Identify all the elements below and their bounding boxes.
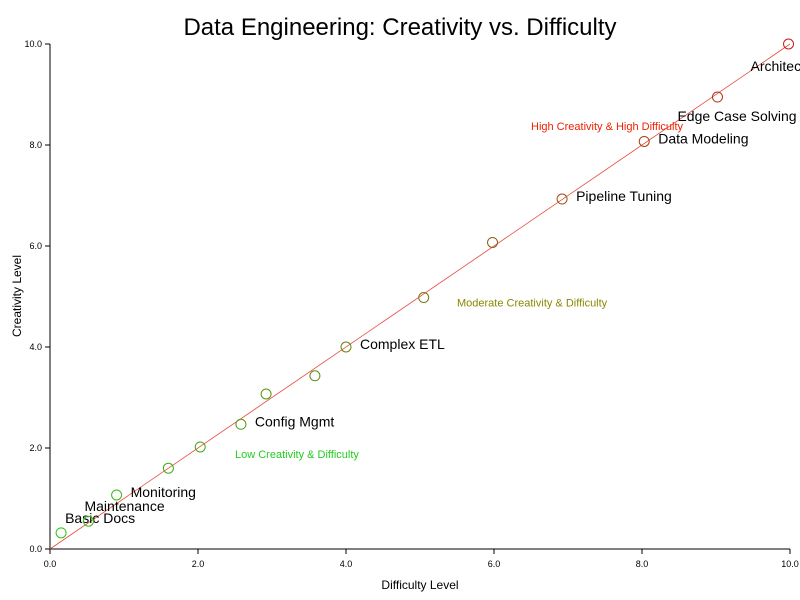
data-point xyxy=(162,462,174,474)
data-point xyxy=(638,135,650,147)
y-tick-label: 0.0 xyxy=(29,544,42,554)
y-axis-label: Creativity Level xyxy=(10,255,24,337)
x-tick-label: 4.0 xyxy=(340,559,353,569)
x-axis-label: Difficulty Level xyxy=(381,578,458,592)
point-label: Complex ETL xyxy=(360,336,445,352)
y-tick-label: 2.0 xyxy=(29,443,42,453)
data-point xyxy=(418,292,430,304)
data-point xyxy=(55,527,67,539)
point-label: Data Modeling xyxy=(658,130,748,146)
point-label: Monitoring xyxy=(131,484,196,500)
data-point xyxy=(487,236,499,248)
y-tick-label: 6.0 xyxy=(29,241,42,251)
data-point xyxy=(111,489,123,501)
data-point xyxy=(235,418,247,430)
zone-annotation: Low Creativity & Difficulty xyxy=(235,449,359,461)
y-tick-label: 10.0 xyxy=(24,39,42,49)
data-point xyxy=(309,370,321,382)
data-point xyxy=(194,441,206,453)
x-tick-label: 10.0 xyxy=(781,559,799,569)
x-tick-label: 2.0 xyxy=(192,559,205,569)
y-tick-label: 4.0 xyxy=(29,342,42,352)
point-label: Config Mgmt xyxy=(255,413,334,429)
data-point xyxy=(783,38,795,50)
data-point xyxy=(340,341,352,353)
data-point xyxy=(82,515,94,527)
x-tick-label: 0.0 xyxy=(44,559,57,569)
data-point xyxy=(711,91,723,103)
data-point xyxy=(556,193,568,205)
point-label: Edge Case Solving xyxy=(677,108,796,124)
trend-line xyxy=(49,43,791,550)
zone-annotation: High Creativity & High Difficulty xyxy=(531,121,684,133)
x-tick-label: 8.0 xyxy=(636,559,649,569)
data-point xyxy=(260,388,272,400)
x-tick-label: 6.0 xyxy=(488,559,501,569)
plot-area: 0.0 2.0 4.0 6.0 8.0 10.0 0.0 2.0 4.0 6.0 8.0 10.0 Ba… xyxy=(24,38,800,569)
chart-title: Data Engineering: Creativity vs. Difficu… xyxy=(183,14,616,41)
point-label: Basic Docs xyxy=(65,510,135,526)
point-label: Maintenance xyxy=(84,498,164,514)
zone-annotation: Moderate Creativity & Difficulty xyxy=(457,298,608,310)
y-tick-label: 8.0 xyxy=(29,140,42,150)
point-label: Pipeline Tuning xyxy=(576,188,672,204)
point-label: Architecture xyxy=(751,58,800,74)
